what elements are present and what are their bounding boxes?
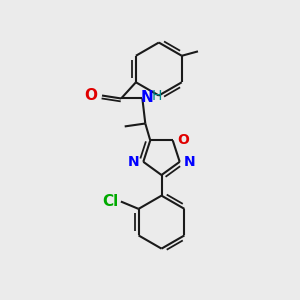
Text: N: N	[184, 155, 195, 169]
Text: H: H	[152, 89, 162, 103]
Text: Cl: Cl	[102, 194, 119, 209]
Text: O: O	[177, 133, 189, 147]
Text: N: N	[141, 90, 154, 105]
Text: O: O	[85, 88, 98, 103]
Text: N: N	[128, 155, 139, 169]
